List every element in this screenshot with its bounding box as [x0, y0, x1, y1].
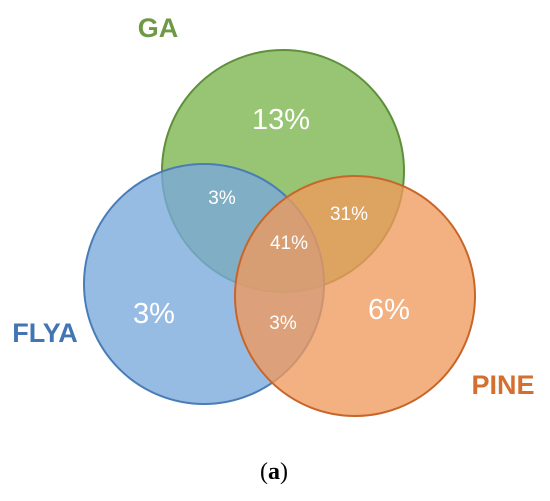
- ga-set-label: GA: [138, 13, 179, 43]
- caption-close-paren: ): [280, 459, 288, 485]
- caption-open-paren: (: [260, 459, 268, 485]
- all-three-value: 41%: [270, 233, 308, 254]
- pine-circle: [234, 175, 476, 417]
- flya-pine-value: 3%: [269, 313, 297, 334]
- ga-flya-value: 3%: [208, 188, 236, 209]
- pine-set-label: PINE: [471, 370, 534, 400]
- flya-only-value: 3%: [133, 298, 175, 330]
- ga-only-value: 13%: [252, 104, 310, 136]
- figure-caption: (a): [260, 459, 288, 485]
- ga-pine-value: 31%: [330, 204, 368, 225]
- flya-set-label: FLYA: [12, 318, 78, 348]
- pine-only-value: 6%: [368, 294, 410, 326]
- caption-letter: a: [268, 459, 280, 485]
